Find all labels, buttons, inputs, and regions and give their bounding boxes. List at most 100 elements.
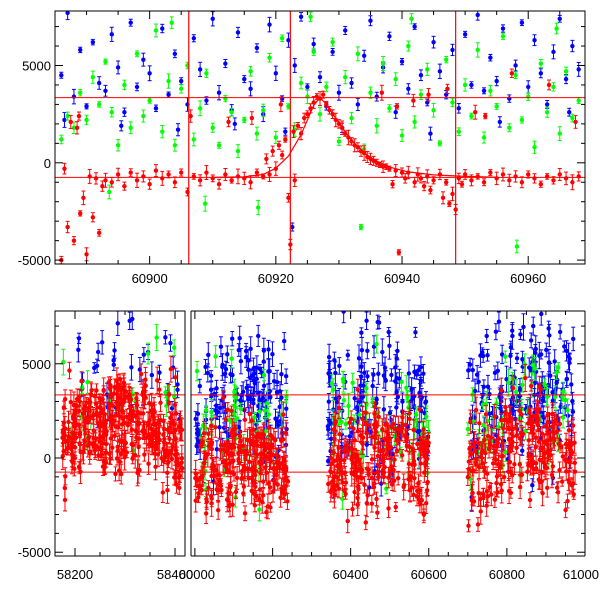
red-data-point (141, 427, 146, 433)
blue-data-point (245, 357, 251, 363)
blue-data-point (399, 59, 405, 64)
red-data-point (214, 487, 219, 492)
red-data-point (160, 490, 166, 495)
red-data-point (286, 195, 291, 201)
red-data-point (60, 430, 66, 435)
red-data-point (203, 511, 209, 516)
red-data-point (101, 388, 106, 393)
blue-data-point (109, 32, 114, 37)
blue-data-point (141, 57, 146, 62)
blue-data-point (282, 338, 287, 344)
green-data-point (267, 55, 272, 60)
blue-data-point (412, 24, 417, 29)
red-data-point (241, 443, 246, 449)
green-data-point (194, 368, 200, 374)
green-data-point (355, 51, 361, 57)
blue-data-point (260, 395, 266, 401)
green-data-point (557, 131, 562, 136)
red-data-point (125, 423, 131, 428)
green-data-point (305, 94, 310, 99)
blue-data-point (431, 39, 436, 45)
blue-data-point (210, 16, 215, 21)
red-data-point (102, 411, 107, 417)
green-data-point (279, 36, 285, 41)
red-data-point (72, 455, 78, 461)
blue-data-point (270, 351, 275, 357)
red-data-point (213, 424, 218, 430)
red-data-point (242, 464, 247, 470)
blue-data-point (129, 365, 134, 370)
red-data-point (283, 464, 288, 470)
red-data-point (94, 388, 99, 393)
green-data-point (409, 16, 414, 21)
blue-data-point (153, 106, 159, 111)
green-data-point (79, 385, 85, 390)
green-data-point (443, 57, 449, 62)
red-data-point (113, 471, 118, 477)
blue-data-point (273, 71, 279, 76)
red-data-point (245, 437, 250, 443)
red-data-point (63, 474, 68, 479)
red-data-point (257, 497, 262, 502)
blue-data-point (242, 76, 247, 82)
blue-data-point (78, 47, 83, 53)
red-data-point (283, 137, 288, 142)
blue-data-point (220, 364, 225, 370)
blue-data-point (115, 65, 121, 70)
red-data-point (197, 178, 203, 183)
blue-data-point (235, 30, 241, 35)
red-data-point (119, 422, 125, 427)
red-data-point (110, 403, 116, 408)
blue-data-point (283, 373, 289, 379)
red-data-point (278, 102, 284, 107)
green-data-point (153, 28, 159, 33)
red-data-point (394, 104, 400, 109)
red-data-point (166, 451, 172, 457)
blue-data-point (122, 110, 127, 115)
red-data-point (267, 456, 272, 461)
red-data-point (241, 491, 246, 496)
red-data-point (106, 404, 112, 410)
red-data-point (396, 250, 402, 255)
red-data-point (421, 183, 427, 189)
red-data-point (68, 119, 73, 125)
blue-data-point (469, 82, 474, 88)
red-data-point (261, 432, 266, 438)
red-data-point (253, 484, 258, 489)
green-data-point (336, 139, 342, 144)
blue-data-point (544, 102, 550, 107)
blue-data-point (208, 387, 214, 392)
green-data-point (209, 409, 214, 415)
red-data-point (276, 143, 282, 148)
green-data-point (500, 34, 506, 39)
red-data-point (249, 115, 255, 121)
red-data-point (146, 433, 151, 439)
blue-data-point (374, 94, 379, 99)
blue-data-point (271, 378, 277, 384)
blue-data-point (195, 411, 201, 417)
red-data-point (243, 452, 248, 458)
green-data-point (462, 82, 468, 88)
red-data-point (62, 426, 68, 431)
red-data-point (77, 432, 83, 437)
blue-data-point (412, 369, 417, 375)
red-data-point (65, 224, 70, 230)
red-data-point (260, 493, 266, 498)
red-data-point (145, 422, 151, 428)
red-data-point (270, 452, 276, 458)
red-data-point (114, 456, 120, 461)
red-data-point (98, 446, 103, 452)
red-data-point (191, 174, 197, 179)
red-data-point (261, 479, 266, 484)
blue-data-point (450, 47, 455, 53)
blue-data-point (267, 389, 272, 394)
green-data-point (232, 389, 237, 395)
red-data-point (76, 408, 82, 414)
red-data-point (431, 178, 436, 183)
red-data-point (233, 489, 239, 495)
red-data-point (526, 172, 531, 177)
red-data-point (141, 174, 146, 179)
red-data-point (114, 400, 120, 405)
green-data-point (238, 406, 243, 412)
red-data-point (140, 411, 146, 416)
